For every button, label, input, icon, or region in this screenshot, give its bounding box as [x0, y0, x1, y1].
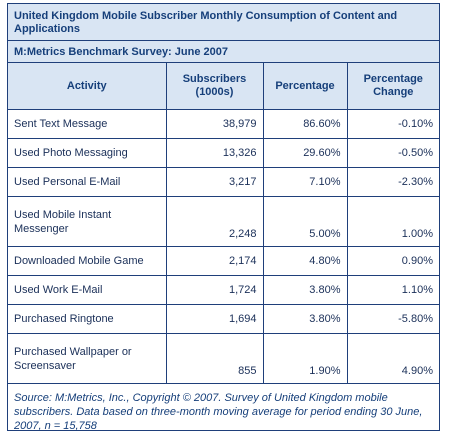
table-row: Used Photo Messaging 13,326 29.60% -0.50… — [8, 138, 439, 168]
activity-cell: Purchased Ringtone — [8, 304, 167, 334]
table-row: Purchased Ringtone 1,694 3.80% -5.80% — [8, 304, 439, 334]
subscribers-cell: 3,217 — [166, 167, 264, 197]
subscribers-cell: 2,248 — [166, 196, 264, 247]
subscribers-cell: 1,724 — [166, 275, 264, 305]
percentage-cell: 86.60% — [263, 109, 348, 139]
activity-cell: Sent Text Message — [8, 109, 167, 139]
table-row: Used Work E-Mail 1,724 3.80% 1.10% — [8, 275, 439, 305]
percentage-cell: 1.90% — [263, 333, 348, 384]
header-row: Activity Subscribers (1000s) Percentage … — [8, 63, 439, 110]
change-cell: -0.10% — [347, 109, 439, 139]
activity-cell: Used Mobile Instant Messenger — [8, 196, 167, 247]
change-cell: 4.90% — [347, 333, 439, 384]
change-cell: -2.30% — [347, 167, 439, 197]
column-header-activity: Activity — [8, 63, 167, 110]
consumption-table: Activity Subscribers (1000s) Percentage … — [8, 63, 439, 384]
table-row: Used Mobile Instant Messenger 2,248 5.00… — [8, 196, 439, 247]
subscribers-cell: 1,694 — [166, 304, 264, 334]
percentage-cell: 7.10% — [263, 167, 348, 197]
subscribers-cell: 855 — [166, 333, 264, 384]
percentage-cell: 29.60% — [263, 138, 348, 168]
change-cell: 1.00% — [347, 196, 439, 247]
column-header-percentage-change: Percentage Change — [347, 63, 439, 110]
column-header-percentage: Percentage — [263, 63, 348, 110]
percentage-cell: 5.00% — [263, 196, 348, 247]
change-cell: -5.80% — [347, 304, 439, 334]
activity-cell: Used Personal E-Mail — [8, 167, 167, 197]
change-cell: 1.10% — [347, 275, 439, 305]
percentage-cell: 3.80% — [263, 275, 348, 305]
subscribers-cell: 2,174 — [166, 246, 264, 276]
percentage-cell: 4.80% — [263, 246, 348, 276]
table-row: Used Personal E-Mail 3,217 7.10% -2.30% — [8, 167, 439, 197]
table-row: Sent Text Message 38,979 86.60% -0.10% — [8, 109, 439, 139]
activity-cell: Used Photo Messaging — [8, 138, 167, 168]
percentage-cell: 3.80% — [263, 304, 348, 334]
activity-cell: Used Work E-Mail — [8, 275, 167, 305]
change-cell: 0.90% — [347, 246, 439, 276]
column-header-subscribers: Subscribers (1000s) — [166, 63, 264, 110]
activity-cell: Purchased Wallpaper or Screensaver — [8, 333, 167, 384]
change-cell: -0.50% — [347, 138, 439, 168]
subscribers-cell: 13,326 — [166, 138, 264, 168]
table-subtitle: M:Metrics Benchmark Survey: June 2007 — [8, 41, 439, 63]
source-footnote: Source: M:Metrics, Inc., Copyright © 200… — [14, 392, 423, 432]
table-row: Downloaded Mobile Game 2,174 4.80% 0.90% — [8, 246, 439, 276]
activity-cell: Downloaded Mobile Game — [8, 246, 167, 276]
table-row: Purchased Wallpaper or Screensaver 855 1… — [8, 333, 439, 384]
table-title: United Kingdom Mobile Subscriber Monthly… — [8, 4, 439, 41]
subscribers-cell: 38,979 — [166, 109, 264, 139]
data-table-panel: United Kingdom Mobile Subscriber Monthly… — [7, 3, 440, 432]
